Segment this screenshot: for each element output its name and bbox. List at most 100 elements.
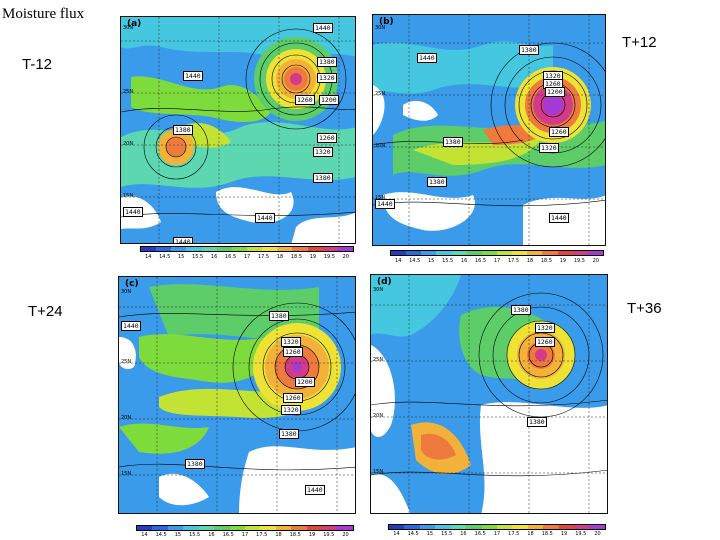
colorbar-swatch [167, 526, 184, 530]
colorbar-swatch [389, 525, 405, 529]
panel-a-field [121, 17, 355, 243]
colorbar-tick-label: 16.5 [222, 532, 234, 538]
colorbar-swatch [481, 251, 497, 255]
isoline-label: 1320 [535, 323, 555, 333]
isoline-label: 1380 [185, 459, 205, 469]
colorbar-tick-label: 15.5 [441, 531, 453, 537]
colorbar-tick-label: 20 [592, 258, 600, 264]
lat-label: 30N [373, 287, 384, 293]
lat-label: 15N [123, 193, 134, 199]
panel-a-map: (a) 1440 1440 1380 1320 1260 1200 1260 1… [120, 16, 356, 244]
colorbar-tick-label: 16 [208, 532, 215, 538]
colorbar-ticks: 14 14.5 15 15.5 16 16.5 17 17.5 18 18.5 19 19.5 20 [136, 532, 354, 539]
isoline-label: 1260 [283, 393, 303, 403]
isoline-label: 1380 [269, 311, 289, 321]
colorbar-swatch [391, 251, 407, 255]
colorbar-swatch [307, 247, 323, 251]
colorbar-tick-label: 18 [527, 531, 534, 537]
colorbar-tick-label: 18 [526, 258, 534, 264]
colorbar-swatch [306, 526, 323, 530]
colorbar [140, 246, 354, 252]
colorbar-tick-label: 16.5 [225, 254, 237, 260]
colorbar-tick-label: 17 [493, 531, 501, 537]
colorbar-tick-label: 19.5 [323, 532, 335, 538]
colorbar-tick-label: 16 [460, 258, 468, 264]
colorbar-swatch [421, 251, 437, 255]
colorbar-tick-label: 14 [393, 531, 400, 537]
colorbar-tick-label: 18 [276, 254, 284, 260]
panel-c-map: (c) 1440 1380 1320 1260 1200 1260 1320 1… [118, 276, 356, 514]
panel-b-field [373, 15, 605, 245]
colorbar-ticks: 14 14.5 15 15.5 16 16.5 17 17.5 18 18.5 19 19.5 20 [388, 531, 606, 538]
lat-label: 15N [121, 471, 132, 477]
lat-label: 30N [375, 25, 386, 31]
colorbar-tick-label: 14 [145, 254, 152, 260]
colorbar-swatch [496, 525, 513, 529]
colorbar-tick-label: 19.5 [323, 254, 335, 260]
colorbar-tick-label: 18.5 [540, 258, 553, 264]
colorbar-swatch [183, 526, 199, 530]
colorbar-swatch [451, 251, 467, 255]
isoline-label: 1440 [375, 199, 395, 209]
colorbar-tick-label: 14.5 [409, 258, 421, 264]
colorbar-swatch [337, 526, 353, 530]
isoline-label: 1380 [427, 177, 447, 187]
colorbar-swatch [404, 525, 420, 529]
time-label-t-plus-24: T+24 [28, 303, 63, 320]
colorbar-tick-label: 14.5 [407, 531, 419, 537]
colorbar-swatch [542, 251, 558, 255]
colorbar-tick-label: 17 [241, 532, 249, 538]
panel-b-label: (b) [379, 17, 394, 27]
colorbar-tick-label: 17.5 [256, 532, 268, 538]
isoline-label: 1380 [511, 305, 531, 315]
colorbar-tick-label: 14.5 [159, 254, 171, 260]
lat-label: 20N [373, 413, 384, 419]
colorbar-tick-label: 15 [426, 531, 434, 537]
colorbar-swatch [587, 251, 603, 255]
colorbar-tick-label: 17 [243, 254, 251, 260]
colorbar-swatch [466, 251, 482, 255]
lat-label: 20N [375, 143, 386, 149]
colorbar-tick-label: 19 [308, 532, 316, 538]
isoline-label: 1200 [295, 377, 315, 387]
lat-label: 15N [373, 469, 384, 475]
panel-b-map: (b) 1440 1380 1320 1260 1200 1260 1320 1… [372, 14, 606, 246]
colorbar-tick-label: 17.5 [507, 258, 520, 264]
isoline-label: 1440 [549, 213, 569, 223]
isoline-label: 1440 [417, 53, 437, 63]
lat-label: 25N [123, 89, 134, 95]
colorbar-swatch [512, 251, 528, 255]
lat-label: 15N [375, 195, 386, 201]
isoline-label: 1380 [317, 57, 337, 67]
lat-label: 30N [123, 25, 134, 31]
colorbar-swatch [171, 247, 187, 251]
colorbar-tick-label: 14.5 [155, 532, 167, 538]
isoline-label: 1380 [313, 173, 333, 183]
colorbar-swatch [244, 526, 261, 530]
colorbar-tick-label: 20 [594, 531, 601, 537]
colorbar-ticks: 14 14.5 15 15.5 16 16.5 17 17.5 18 18.5 19 19.5 20 [390, 258, 604, 265]
isoline-label: 1440 [313, 23, 333, 33]
isoline-label: 1440 [123, 207, 143, 217]
colorbar-swatch [229, 526, 245, 530]
colorbar-tick-label: 17.5 [257, 254, 270, 260]
isoline-label: 1320 [539, 143, 559, 153]
isoline-label: 1380 [173, 125, 193, 135]
colorbar-tick-label: 18.5 [289, 532, 301, 538]
colorbar-swatch [198, 526, 215, 530]
isoline-label: 1320 [313, 147, 333, 157]
colorbar-swatch [262, 247, 278, 251]
colorbar-tick-label: 15.5 [189, 532, 201, 538]
colorbar-swatch [322, 526, 338, 530]
colorbar [390, 250, 604, 256]
panel-c-label: (c) [125, 279, 139, 289]
colorbar-tick-label: 16.5 [474, 531, 486, 537]
panel-c-field [119, 277, 355, 513]
isoline-label: 1380 [527, 417, 547, 427]
colorbar-swatch [436, 251, 452, 255]
colorbar-tick-label: 15.5 [442, 258, 454, 264]
colorbar-swatch [337, 247, 353, 251]
isoline-label: 1260 [535, 337, 555, 347]
colorbar-tick-label: 20 [342, 532, 349, 538]
colorbar-swatch [216, 247, 232, 251]
